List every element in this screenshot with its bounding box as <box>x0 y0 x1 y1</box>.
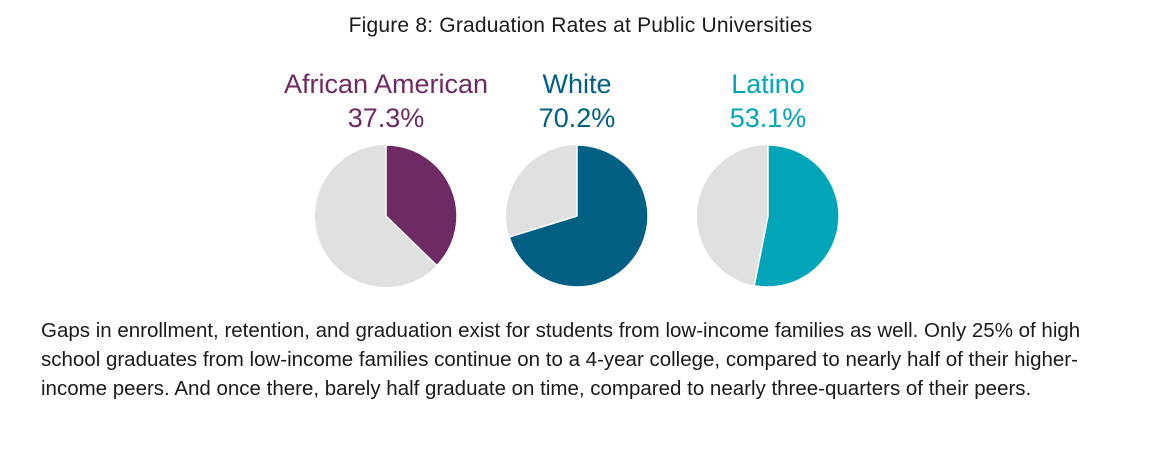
pie-value-white: 70.2% <box>538 103 616 133</box>
pie-slice-value-latino <box>753 144 840 288</box>
pie-value-latino: 53.1% <box>729 103 807 133</box>
pie-label-african-american: African American <box>283 69 489 99</box>
pie-label-white: White <box>542 69 612 99</box>
pie-chart-african-american <box>315 144 458 287</box>
pie-chart-white <box>506 144 649 288</box>
pie-slice-value-african-american <box>385 144 458 267</box>
pie-group-white: White 70.2% <box>457 68 697 288</box>
pie-chart-latino <box>697 144 840 288</box>
figure-title: Figure 8: Graduation Rates at Public Uni… <box>348 14 813 37</box>
pie-slice-remainder-white <box>506 145 577 238</box>
pie-slice-value-white <box>508 144 649 288</box>
pie-value-african-american: 37.3% <box>347 103 425 133</box>
pie-label-latino: Latino <box>731 69 805 99</box>
pie-slice-remainder-latino <box>697 145 768 286</box>
pie-group-african-american: African American 37.3% <box>266 68 506 288</box>
pie-group-latino: Latino 53.1% <box>648 68 888 288</box>
body-paragraph: Gaps in enrollment, retention, and gradu… <box>41 319 1081 400</box>
pie-slice-remainder-african-american <box>315 145 437 287</box>
